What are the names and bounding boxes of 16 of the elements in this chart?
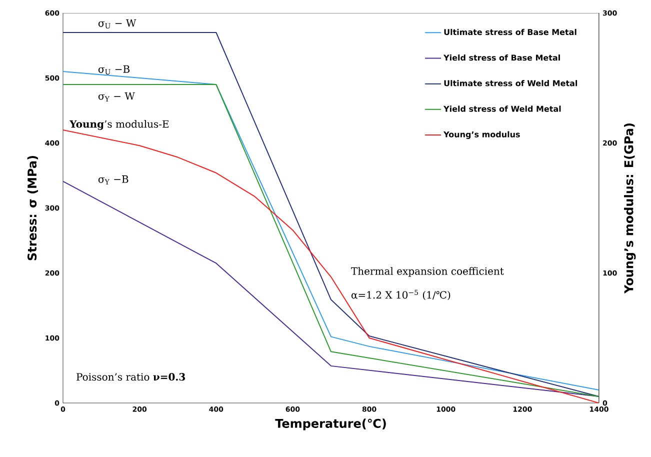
- x-axis-title: Temperature(℃): [275, 418, 386, 430]
- legend-label: Yield stress of Base Metal: [443, 54, 560, 61]
- annotation: Young’s modulus-E: [69, 120, 169, 130]
- annotation: Thermal expansion coefficient: [351, 267, 504, 277]
- annotation: α=1.2 X 10$^{−5}$ (1/℃): [351, 290, 450, 300]
- legend-label: Yield stress of Weld Metal: [443, 106, 561, 112]
- annotation: σ$_{Y}$ − W: [98, 92, 135, 102]
- y-axis-title: Stress: σ (MPa): [27, 156, 38, 260]
- legend-label: Ultimate stress of Base Metal: [444, 28, 576, 36]
- legend-label: Ultimate stress of Weld Metal: [444, 80, 578, 86]
- annotation: Poisson’s ratio ν=0.3: [76, 373, 185, 381]
- annotation: σ$_{Y}$ −B: [98, 175, 128, 184]
- annotation: σ$_{U}$ −B: [98, 65, 130, 74]
- annotation: σ$_{U}$ − W: [98, 19, 136, 28]
- legend-label: Young’s modulus: [443, 131, 520, 140]
- y2-axis-title: Young’s modulus: E(GPa): [624, 123, 636, 294]
